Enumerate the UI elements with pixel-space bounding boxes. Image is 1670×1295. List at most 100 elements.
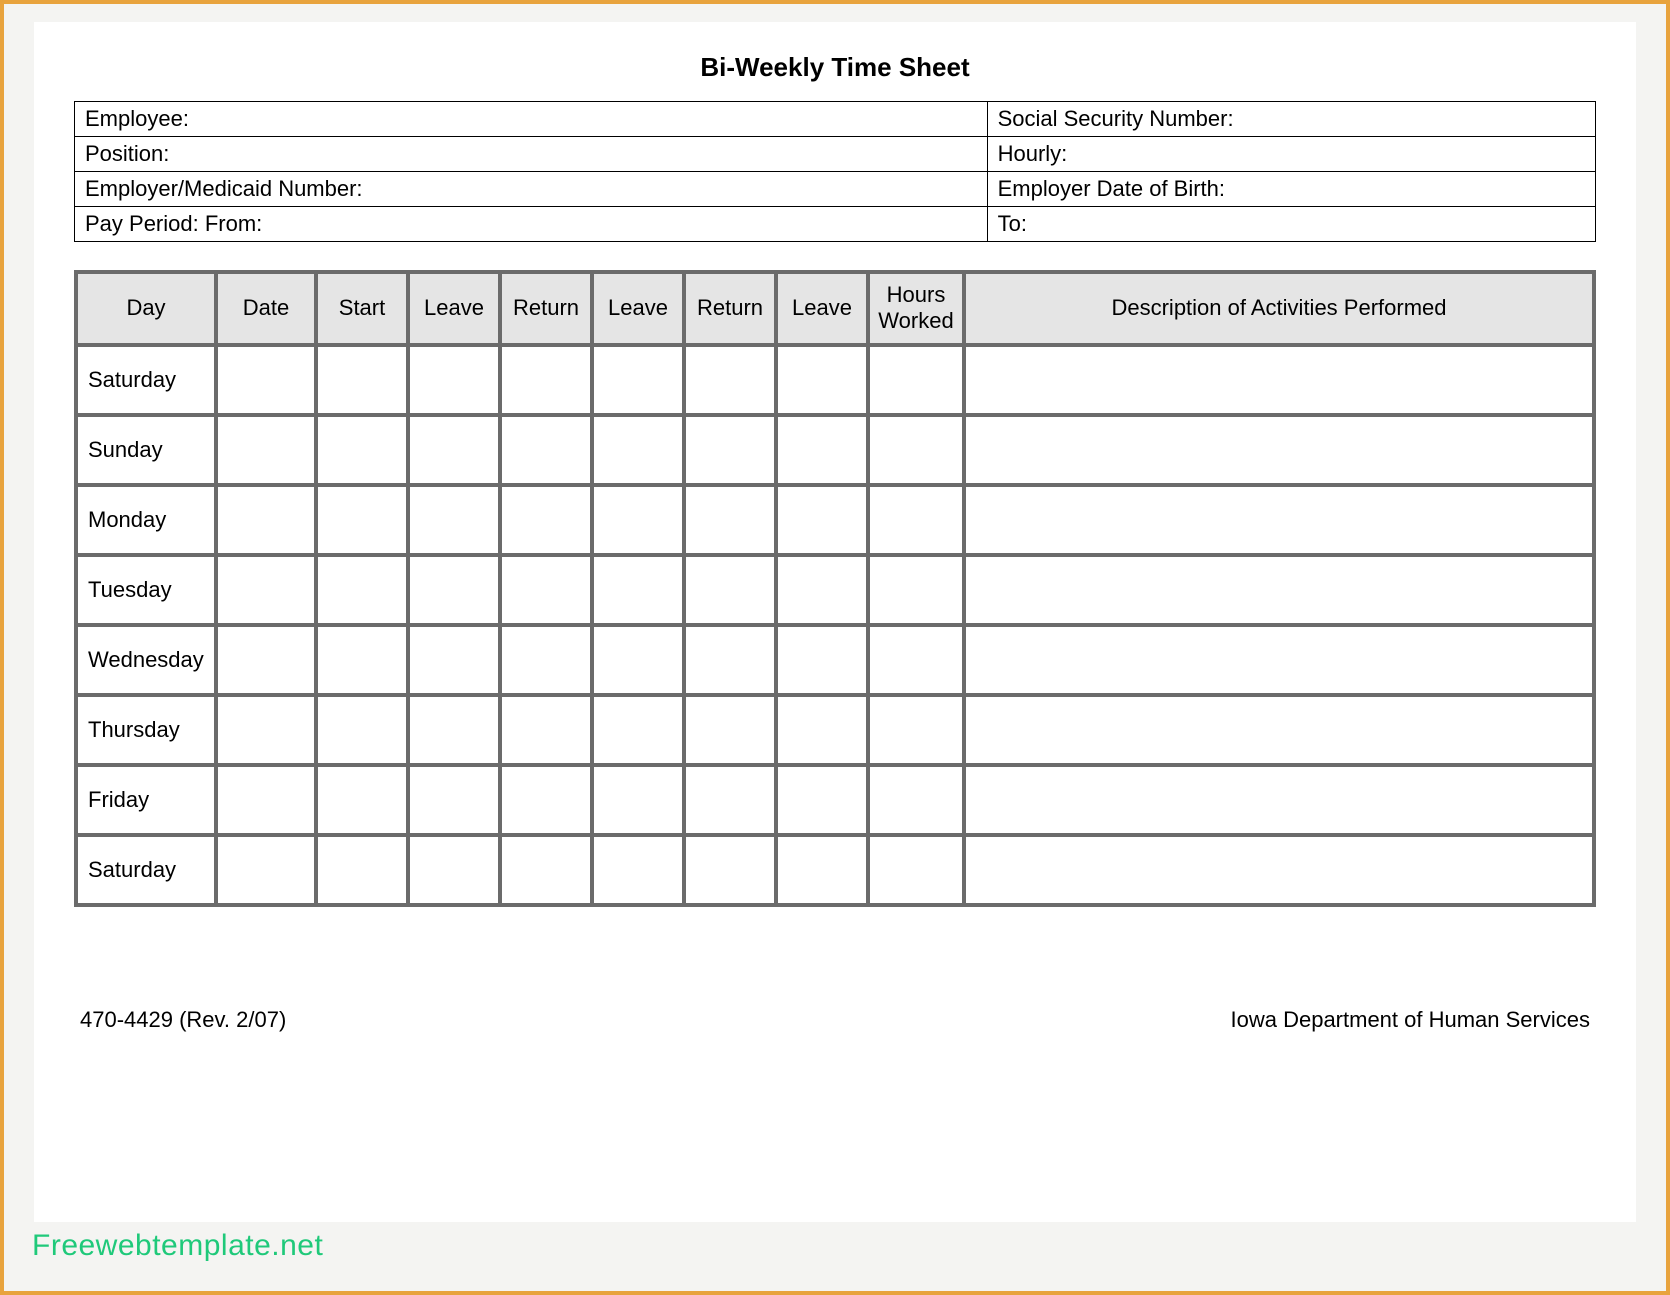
cell-leave2 (592, 835, 684, 905)
info-row: Employee: Social Security Number: (75, 102, 1596, 137)
th-leave2: Leave (592, 272, 684, 345)
th-start: Start (316, 272, 408, 345)
timesheet-row: Monday (76, 485, 1594, 555)
timesheet-body: SaturdaySundayMondayTuesdayWednesdayThur… (76, 345, 1594, 905)
timesheet-row: Wednesday (76, 625, 1594, 695)
cell-hours (868, 415, 964, 485)
cell-leave2 (592, 765, 684, 835)
cell-leave2 (592, 345, 684, 415)
cell-description (964, 485, 1594, 555)
cell-leave2 (592, 415, 684, 485)
cell-start (316, 415, 408, 485)
info-ssn-label: Social Security Number: (987, 102, 1595, 137)
cell-return2 (684, 695, 776, 765)
page-title: Bi-Weekly Time Sheet (74, 52, 1596, 83)
cell-date (216, 695, 316, 765)
form-number: 470-4429 (Rev. 2/07) (80, 1007, 286, 1033)
cell-hours (868, 555, 964, 625)
cell-leave2 (592, 625, 684, 695)
cell-return2 (684, 765, 776, 835)
cell-date (216, 485, 316, 555)
timesheet-row: Friday (76, 765, 1594, 835)
cell-return1 (500, 625, 592, 695)
th-date: Date (216, 272, 316, 345)
cell-leave3 (776, 485, 868, 555)
cell-start (316, 345, 408, 415)
cell-hours (868, 695, 964, 765)
timesheet-row: Saturday (76, 835, 1594, 905)
cell-leave1 (408, 345, 500, 415)
cell-description (964, 765, 1594, 835)
cell-return1 (500, 555, 592, 625)
cell-return2 (684, 415, 776, 485)
cell-date (216, 415, 316, 485)
cell-leave3 (776, 415, 868, 485)
cell-date (216, 345, 316, 415)
cell-return1 (500, 345, 592, 415)
cell-leave1 (408, 765, 500, 835)
th-leave1: Leave (408, 272, 500, 345)
cell-start (316, 765, 408, 835)
cell-leave3 (776, 765, 868, 835)
cell-return1 (500, 835, 592, 905)
cell-start (316, 695, 408, 765)
cell-description (964, 625, 1594, 695)
cell-start (316, 555, 408, 625)
info-position-label: Position: (75, 137, 988, 172)
cell-description (964, 695, 1594, 765)
cell-return2 (684, 485, 776, 555)
cell-description (964, 415, 1594, 485)
cell-day: Saturday (76, 835, 216, 905)
th-hours: Hours Worked (868, 272, 964, 345)
cell-day: Monday (76, 485, 216, 555)
outer-frame: Bi-Weekly Time Sheet Employee: Social Se… (0, 0, 1670, 1295)
cell-hours (868, 835, 964, 905)
th-return1: Return (500, 272, 592, 345)
info-row: Pay Period: From: To: (75, 207, 1596, 242)
cell-date (216, 765, 316, 835)
document-page: Bi-Weekly Time Sheet Employee: Social Se… (34, 22, 1636, 1222)
cell-leave3 (776, 835, 868, 905)
cell-leave1 (408, 415, 500, 485)
cell-day: Wednesday (76, 625, 216, 695)
cell-leave3 (776, 625, 868, 695)
timesheet-row: Saturday (76, 345, 1594, 415)
info-pay-period-from-label: Pay Period: From: (75, 207, 988, 242)
info-employer-dob-label: Employer Date of Birth: (987, 172, 1595, 207)
employee-info-table: Employee: Social Security Number: Positi… (74, 101, 1596, 242)
timesheet-row: Sunday (76, 415, 1594, 485)
info-row: Position: Hourly: (75, 137, 1596, 172)
cell-return2 (684, 555, 776, 625)
info-row: Employer/Medicaid Number: Employer Date … (75, 172, 1596, 207)
info-hourly-label: Hourly: (987, 137, 1595, 172)
cell-description (964, 835, 1594, 905)
footer: 470-4429 (Rev. 2/07) Iowa Department of … (74, 1007, 1596, 1033)
cell-hours (868, 765, 964, 835)
cell-leave3 (776, 345, 868, 415)
cell-day: Friday (76, 765, 216, 835)
cell-leave1 (408, 695, 500, 765)
cell-day: Saturday (76, 345, 216, 415)
cell-start (316, 485, 408, 555)
cell-return1 (500, 695, 592, 765)
cell-leave2 (592, 695, 684, 765)
cell-start (316, 835, 408, 905)
timesheet-row: Tuesday (76, 555, 1594, 625)
cell-description (964, 555, 1594, 625)
department-name: Iowa Department of Human Services (1231, 1007, 1591, 1033)
cell-return2 (684, 345, 776, 415)
cell-return1 (500, 765, 592, 835)
cell-hours (868, 625, 964, 695)
timesheet-row: Thursday (76, 695, 1594, 765)
cell-leave3 (776, 695, 868, 765)
cell-day: Thursday (76, 695, 216, 765)
info-pay-period-to-label: To: (987, 207, 1595, 242)
cell-description (964, 345, 1594, 415)
cell-leave2 (592, 485, 684, 555)
cell-leave1 (408, 835, 500, 905)
timesheet-table: Day Date Start Leave Return Leave Return… (74, 270, 1596, 907)
th-description: Description of Activities Performed (964, 272, 1594, 345)
cell-hours (868, 485, 964, 555)
cell-date (216, 835, 316, 905)
cell-leave2 (592, 555, 684, 625)
